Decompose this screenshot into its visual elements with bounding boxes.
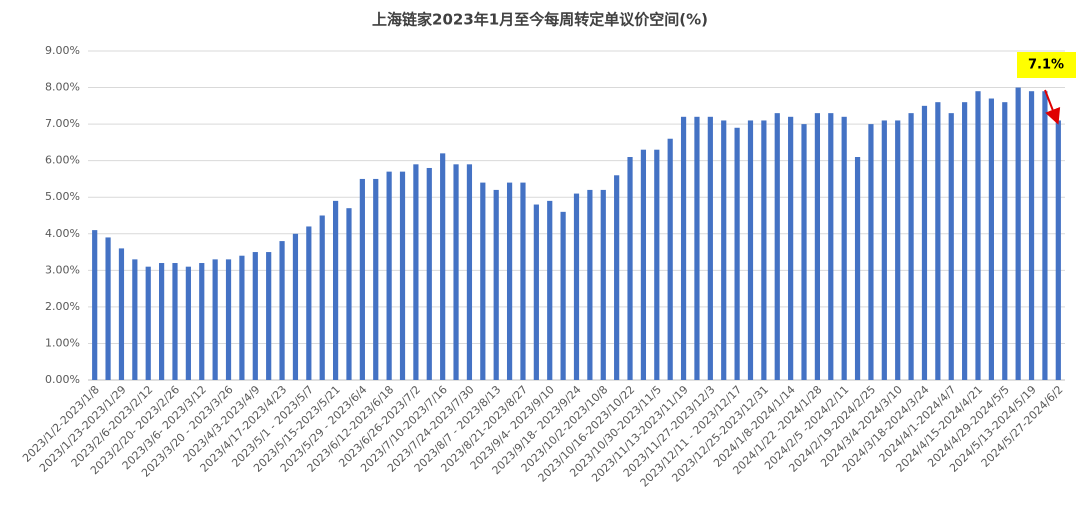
bar (159, 263, 165, 380)
bar (1015, 87, 1021, 381)
bar (734, 127, 740, 381)
bar (493, 189, 499, 380)
bar (547, 200, 553, 380)
bar (654, 149, 660, 380)
bar (908, 113, 914, 381)
bar (359, 178, 365, 380)
bar (841, 116, 847, 381)
bar (199, 263, 205, 380)
bar (761, 120, 767, 380)
y-tick-label: 2.00% (45, 300, 80, 313)
bar (413, 164, 419, 380)
bar (801, 124, 807, 380)
bar (373, 178, 379, 380)
y-tick-label: 5.00% (45, 190, 80, 203)
bar (587, 189, 593, 380)
bar (707, 116, 713, 381)
bar (105, 237, 111, 380)
bar (118, 248, 125, 380)
bar (279, 241, 285, 380)
bar (721, 120, 727, 380)
bar (480, 182, 486, 380)
bar (1055, 120, 1061, 380)
y-tick-label: 6.00% (45, 154, 80, 167)
bar (948, 113, 954, 381)
bar (520, 182, 526, 380)
chart-title: 上海链家2023年1月至今每周转定单议价空间(%) (372, 11, 708, 29)
bar (453, 164, 459, 380)
bar (185, 266, 191, 380)
bar (306, 226, 312, 380)
bar (614, 175, 620, 380)
bar (386, 171, 392, 380)
bar (667, 138, 673, 380)
y-tick-label: 7.00% (45, 117, 80, 130)
bar (239, 255, 245, 380)
y-tick-label: 0.00% (45, 373, 80, 386)
bar (506, 182, 513, 380)
bar (680, 116, 687, 381)
bar (1042, 91, 1048, 380)
bar (774, 113, 780, 381)
bar (828, 113, 834, 381)
y-tick-label: 9.00% (45, 44, 80, 57)
bar (252, 252, 258, 380)
bar (466, 164, 473, 380)
bar (814, 113, 821, 381)
bar (346, 208, 352, 380)
bar (854, 157, 861, 380)
bar (92, 230, 98, 380)
y-tick-label: 4.00% (45, 227, 80, 240)
bar (747, 120, 754, 380)
bar (172, 263, 178, 380)
bar (399, 171, 406, 380)
bar (212, 259, 218, 380)
bar (788, 116, 794, 381)
bar (533, 204, 539, 380)
bar (895, 120, 901, 380)
y-tick-label: 3.00% (45, 263, 80, 276)
bar (988, 98, 994, 381)
annotation: 7.1% (1028, 58, 1064, 73)
bar (560, 211, 566, 380)
bar (868, 124, 874, 380)
bar (881, 120, 887, 380)
y-tick-label: 8.00% (45, 81, 80, 94)
bar (935, 102, 941, 380)
bar (225, 259, 232, 380)
bar (145, 266, 151, 380)
bar (640, 149, 647, 380)
bar (440, 153, 446, 380)
annotation-arrow (1044, 89, 1061, 125)
bar (132, 259, 138, 380)
bar (332, 200, 339, 380)
bar (627, 157, 633, 380)
bar (962, 102, 968, 380)
bar (292, 233, 299, 380)
bar (975, 91, 981, 380)
bar (266, 252, 272, 380)
bar (426, 167, 432, 380)
bar (694, 116, 700, 381)
y-tick-label: 1.00% (45, 336, 80, 349)
annotation-box (1017, 52, 1076, 78)
bar (1002, 102, 1008, 380)
bar (319, 215, 325, 380)
bar (1028, 91, 1035, 380)
bar (600, 189, 606, 380)
bar (921, 105, 928, 380)
bar (573, 193, 580, 380)
